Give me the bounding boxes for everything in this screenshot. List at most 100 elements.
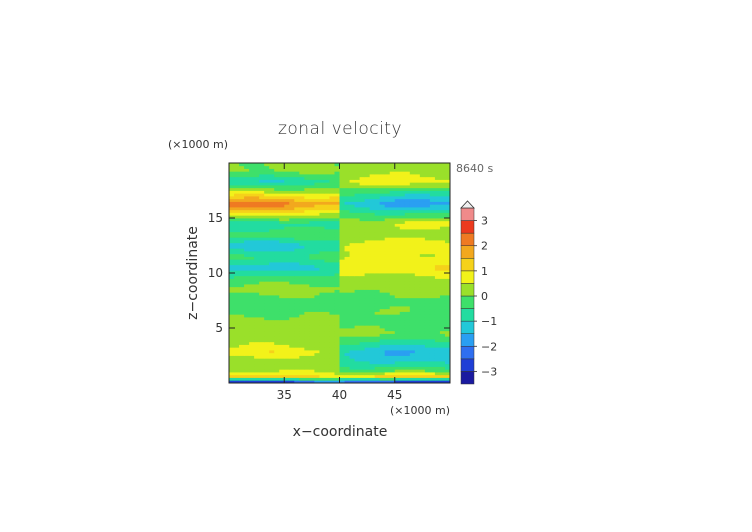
field-cell <box>259 374 265 378</box>
field-cell <box>254 190 260 194</box>
field-cell <box>444 366 451 370</box>
field-cell <box>399 344 406 348</box>
field-cell <box>324 275 330 279</box>
field-cell <box>359 352 366 356</box>
field-cell <box>299 176 305 180</box>
field-cell <box>274 330 280 334</box>
field-cell <box>334 193 340 197</box>
field-cell <box>409 187 416 191</box>
field-cell <box>254 168 260 172</box>
field-cell <box>414 350 421 354</box>
field-cell <box>419 168 426 172</box>
field-cell <box>289 193 295 197</box>
field-cell <box>329 196 335 200</box>
field-cell <box>324 366 330 370</box>
field-cell <box>234 314 240 318</box>
field-cell <box>369 201 376 205</box>
field-cell <box>319 361 325 365</box>
field-cell <box>394 314 401 318</box>
field-cell <box>289 347 295 351</box>
field-cell <box>304 231 310 235</box>
field-cell <box>314 273 320 277</box>
field-cell <box>269 182 275 186</box>
field-cell <box>229 242 235 246</box>
field-cell <box>234 377 240 381</box>
field-cell <box>324 278 330 282</box>
field-cell <box>274 314 280 318</box>
field-cell <box>254 204 260 208</box>
field-cell <box>414 366 421 370</box>
field-cell <box>409 361 416 365</box>
field-cell <box>444 215 451 219</box>
field-cell <box>439 187 446 191</box>
field-cell <box>244 171 250 175</box>
field-cell <box>414 196 421 200</box>
field-cell <box>269 209 275 213</box>
field-cell <box>399 314 406 318</box>
field-cell <box>269 196 275 200</box>
field-cell <box>329 168 335 172</box>
field-cell <box>424 306 431 310</box>
field-cell <box>254 339 260 343</box>
field-cell <box>424 352 431 356</box>
field-cell <box>434 328 441 332</box>
field-cell <box>414 270 421 274</box>
field-cell <box>289 220 295 224</box>
field-cell <box>264 237 270 241</box>
field-cell <box>354 237 360 241</box>
field-cell <box>409 245 416 249</box>
field-cell <box>349 212 355 216</box>
field-cell <box>389 176 396 180</box>
field-cell <box>374 352 381 356</box>
field-cell <box>294 264 300 268</box>
field-cell <box>379 363 386 367</box>
field-cell <box>404 300 411 304</box>
field-cell <box>319 176 325 180</box>
field-cell <box>424 267 431 271</box>
field-cell <box>379 377 386 381</box>
field-cell <box>239 366 245 370</box>
field-cell <box>384 256 391 260</box>
field-cell <box>419 245 426 249</box>
field-cell <box>369 234 376 238</box>
field-cell <box>424 209 431 213</box>
field-cell <box>429 284 436 288</box>
field-cell <box>234 204 240 208</box>
field-cell <box>324 234 330 238</box>
field-cell <box>419 204 426 208</box>
field-cell <box>444 275 451 279</box>
field-cell <box>239 361 245 365</box>
field-cell <box>404 168 411 172</box>
field-cell <box>319 193 325 197</box>
field-cell <box>294 344 300 348</box>
field-cell <box>324 372 330 376</box>
field-cell <box>259 190 265 194</box>
field-cell <box>304 330 310 334</box>
field-cell <box>264 281 270 285</box>
field-cell <box>404 174 411 178</box>
field-cell <box>274 251 280 255</box>
field-cell <box>309 297 315 301</box>
field-cell <box>284 361 290 365</box>
field-cell <box>244 369 250 373</box>
field-cell <box>354 341 360 345</box>
field-cell <box>349 240 355 244</box>
field-cell <box>399 303 406 307</box>
field-cell <box>399 209 406 213</box>
field-cell <box>369 207 376 211</box>
field-cell <box>344 286 350 290</box>
field-cell <box>339 223 345 227</box>
field-cell <box>434 366 441 370</box>
field-cell <box>229 256 235 260</box>
field-cell <box>244 237 250 241</box>
field-cell <box>439 223 446 227</box>
field-cell <box>364 317 371 321</box>
field-cell <box>409 264 416 268</box>
field-cell <box>304 372 310 376</box>
field-cell <box>259 193 265 197</box>
field-cell <box>244 240 250 244</box>
field-cell <box>294 341 300 345</box>
field-cell <box>444 270 451 274</box>
field-cell <box>404 336 411 340</box>
field-cell <box>429 314 436 318</box>
